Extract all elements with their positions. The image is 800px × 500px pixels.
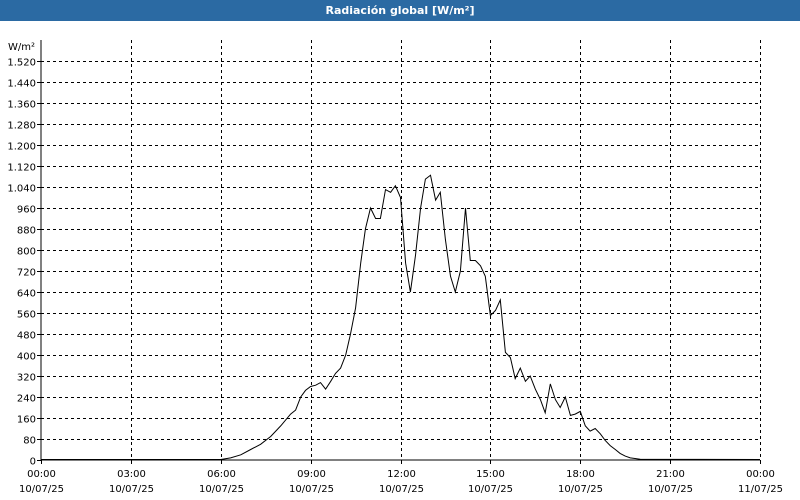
- y-tick-label: 0: [30, 457, 36, 468]
- x-tick-time: 15:00: [476, 469, 505, 480]
- x-tick-date: 10/07/25: [199, 484, 244, 495]
- y-tick-label: 960: [17, 205, 36, 216]
- x-tick-time: 18:00: [566, 469, 595, 480]
- x-tick-date: 10/07/25: [109, 484, 154, 495]
- x-tick-date: 10/07/25: [558, 484, 603, 495]
- y-tick-label: 1.360: [7, 100, 36, 111]
- x-tick-time: 09:00: [297, 469, 326, 480]
- x-tick-date: 10/07/25: [19, 484, 64, 495]
- radiation-chart: 0 80 160 240 320 400 480 560 640 720 800 880 960 1.04…: [7, 40, 783, 495]
- y-tick-label: 1.040: [7, 184, 36, 195]
- x-axis: 00:00 10/07/25 03:00 10/07/25 06:00 10/07/25 0…: [19, 460, 783, 495]
- y-tick-label: 160: [17, 415, 36, 426]
- x-tick-date: 10/07/25: [468, 484, 513, 495]
- y-tick-label: 880: [17, 226, 36, 237]
- grid: [40, 40, 761, 461]
- x-tick-date: 11/07/25: [738, 484, 783, 495]
- y-tick-label: 1.440: [7, 79, 36, 90]
- x-tick-time: 00:00: [27, 469, 56, 480]
- chart-title: Radiación global [W/m²]: [0, 0, 800, 21]
- series-line: [41, 174, 761, 460]
- y-axis: 0 80 160 240 320 400 480 560 640 720 800 880 960 1.04…: [7, 58, 41, 468]
- y-tick-label: 1.120: [7, 163, 36, 174]
- y-tick-label: 720: [17, 268, 36, 279]
- y-tick-label: 400: [17, 352, 36, 363]
- y-tick-label: 640: [17, 289, 36, 300]
- y-axis-unit-label: W/m²: [8, 42, 35, 53]
- y-tick-label: 1.520: [7, 58, 36, 69]
- y-tick-label: 560: [17, 310, 36, 321]
- y-tick-label: 240: [17, 394, 36, 405]
- y-tick-label: 320: [17, 373, 36, 384]
- x-tick-time: 12:00: [387, 469, 416, 480]
- y-tick-label: 80: [23, 436, 36, 447]
- y-tick-label: 1.280: [7, 121, 36, 132]
- x-tick-time: 00:00: [746, 469, 775, 480]
- x-tick-date: 10/07/25: [379, 484, 424, 495]
- y-tick-label: 480: [17, 331, 36, 342]
- x-tick-time: 21:00: [656, 469, 685, 480]
- x-tick-time: 06:00: [207, 469, 236, 480]
- y-tick-label: 1.200: [7, 142, 36, 153]
- x-tick-date: 10/07/25: [648, 484, 693, 495]
- x-tick-date: 10/07/25: [289, 484, 334, 495]
- y-tick-label: 800: [17, 247, 36, 258]
- x-tick-time: 03:00: [117, 469, 146, 480]
